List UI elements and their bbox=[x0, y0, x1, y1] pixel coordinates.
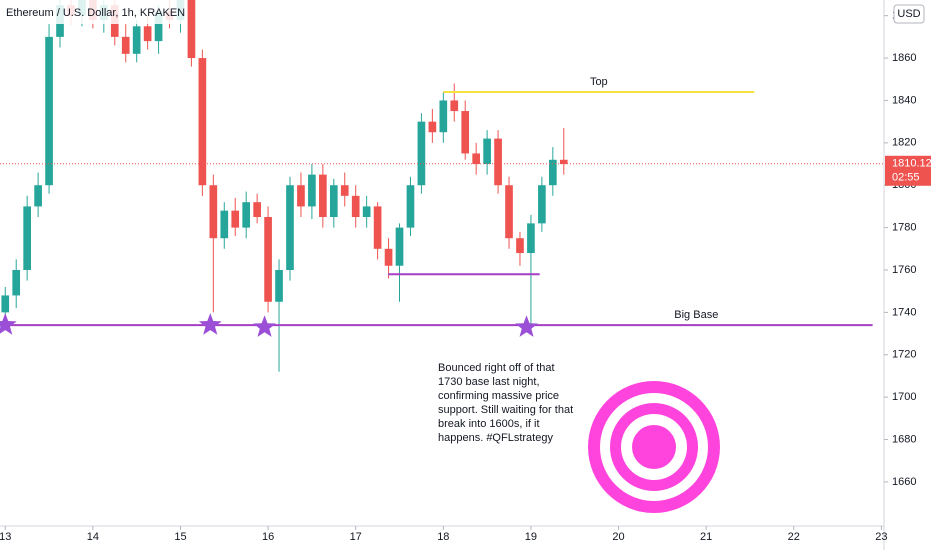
candle-body bbox=[187, 0, 196, 59]
candle-body bbox=[417, 121, 426, 186]
candle-body bbox=[505, 185, 513, 239]
note-line: support. Still waiting for that bbox=[438, 404, 573, 416]
x-tick-label: 19 bbox=[525, 531, 537, 543]
candle-body bbox=[253, 202, 261, 218]
star bbox=[0, 313, 17, 335]
y-tick-label: 1820 bbox=[892, 137, 916, 149]
x-tick-label: 22 bbox=[788, 531, 800, 543]
candle-body bbox=[538, 185, 546, 224]
candle-body bbox=[308, 174, 316, 207]
y-tick-label: 1720 bbox=[892, 349, 916, 361]
candle-body bbox=[275, 269, 283, 302]
x-tick-label: 18 bbox=[437, 531, 449, 543]
last-price-label: 1810.12 bbox=[892, 158, 932, 170]
candle-body bbox=[362, 206, 371, 218]
x-tick-label: 14 bbox=[87, 531, 99, 543]
candle-body bbox=[516, 238, 524, 254]
x-tick-label: 16 bbox=[262, 531, 274, 543]
candle-body bbox=[242, 202, 251, 228]
x-tick-label: 21 bbox=[700, 531, 712, 543]
candle-body bbox=[143, 26, 152, 42]
candle-body bbox=[286, 185, 294, 270]
note-line: Bounced right off of that bbox=[438, 362, 555, 374]
candle-body bbox=[559, 159, 568, 165]
y-tick-label: 1780 bbox=[892, 222, 916, 234]
candle-body bbox=[231, 210, 240, 228]
note-line: break into 1600s, if it bbox=[438, 418, 540, 430]
candle-body bbox=[198, 58, 207, 186]
candle-body bbox=[132, 26, 141, 54]
candle-body bbox=[395, 227, 404, 266]
target-center bbox=[632, 425, 676, 469]
candle-body bbox=[329, 185, 338, 218]
currency-button[interactable] bbox=[893, 4, 925, 24]
x-tick-label: 23 bbox=[875, 531, 887, 543]
y-tick-label: 1860 bbox=[892, 52, 916, 64]
chart-title: Ethereum / U.S. Dollar, 1h, KRAKEN bbox=[6, 7, 185, 19]
candle-body bbox=[297, 185, 305, 207]
drawing-label: Top bbox=[590, 76, 608, 88]
candle-body bbox=[428, 121, 437, 133]
candle-body bbox=[461, 111, 470, 154]
last-price-box bbox=[885, 155, 931, 186]
candle-body bbox=[154, 11, 163, 42]
candle-body bbox=[384, 248, 393, 266]
currency-button-label[interactable]: USD bbox=[897, 8, 920, 20]
y-tick-label: 1840 bbox=[892, 94, 916, 106]
candle-body bbox=[351, 195, 360, 218]
candle-body bbox=[527, 223, 535, 254]
x-tick-label: 20 bbox=[612, 531, 624, 543]
countdown: 02:55 bbox=[892, 172, 920, 184]
y-tick-label: 1760 bbox=[892, 264, 916, 276]
note-line: confirming massive price bbox=[438, 390, 559, 402]
candle-body bbox=[264, 217, 272, 302]
star bbox=[515, 315, 538, 337]
candle-body bbox=[1, 295, 10, 313]
candle-body bbox=[373, 206, 382, 249]
y-tick-label: 1740 bbox=[892, 306, 916, 318]
note-line: 1730 base last night, bbox=[438, 376, 540, 388]
candle-body bbox=[209, 185, 218, 239]
candle-body bbox=[439, 100, 448, 133]
candle-body bbox=[450, 100, 459, 112]
candle-body bbox=[45, 36, 53, 186]
y-tick-label: 1680 bbox=[892, 433, 916, 445]
candle-body bbox=[472, 153, 481, 165]
candle-body bbox=[548, 159, 557, 186]
candle-body bbox=[406, 185, 415, 228]
candle-body bbox=[494, 138, 502, 186]
note-line: happens. #QFLstrategy bbox=[438, 432, 553, 444]
candle-body bbox=[12, 269, 21, 296]
candle-body bbox=[483, 138, 491, 165]
y-tick-label: 1700 bbox=[892, 391, 916, 403]
title-backdrop bbox=[0, 0, 185, 24]
candle-body bbox=[220, 210, 229, 239]
drawing-label: Big Base bbox=[674, 309, 718, 321]
candle-body bbox=[34, 185, 42, 207]
star bbox=[198, 313, 222, 335]
y-tick-label: 1660 bbox=[892, 476, 916, 488]
candle-body bbox=[319, 174, 327, 218]
candle-body bbox=[23, 206, 31, 270]
candle-body bbox=[121, 36, 130, 54]
candle-body bbox=[340, 185, 349, 196]
x-tick-label: 17 bbox=[350, 531, 362, 543]
target-icon bbox=[588, 381, 720, 513]
star bbox=[253, 315, 276, 337]
x-tick-label: 13 bbox=[0, 531, 11, 543]
x-tick-label: 15 bbox=[174, 531, 186, 543]
